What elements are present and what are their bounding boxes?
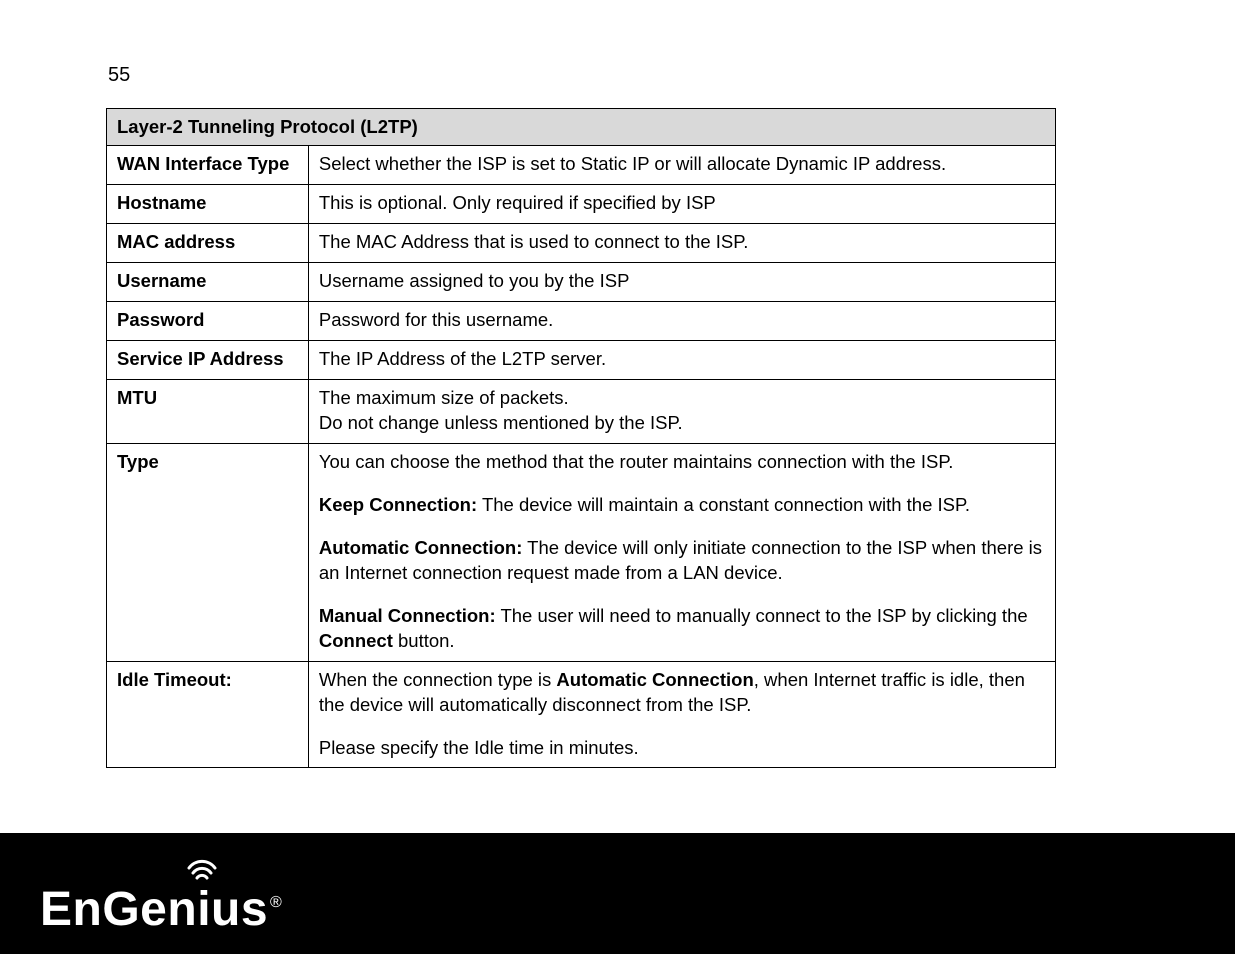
mtu-line2: Do not change unless mentioned by the IS… — [319, 412, 683, 433]
type-intro: You can choose the method that the route… — [319, 450, 1045, 475]
row-value-serviceip: The IP Address of the L2TP server. — [308, 340, 1055, 379]
row-value-hostname: This is optional. Only required if speci… — [308, 184, 1055, 223]
row-label-mtu: MTU — [107, 379, 309, 443]
auto-label: Automatic Connection: — [319, 537, 523, 558]
row-label-serviceip: Service IP Address — [107, 340, 309, 379]
idle-p2: Please specify the Idle time in minutes. — [319, 736, 1045, 761]
idle-p1: When the connection type is Automatic Co… — [319, 668, 1045, 718]
brand-logo: EnGenius ® — [40, 854, 282, 934]
table-header-row: Layer-2 Tunneling Protocol (L2TP) — [107, 109, 1056, 146]
type-manual: Manual Connection: The user will need to… — [319, 604, 1045, 654]
idle-p1-bold: Automatic Connection — [556, 669, 753, 690]
row-value-idle: When the connection type is Automatic Co… — [308, 661, 1055, 768]
row-value-wan: Select whether the ISP is set to Static … — [308, 146, 1055, 185]
type-keep: Keep Connection: The device will maintai… — [319, 493, 1045, 518]
manual-label: Manual Connection: — [319, 605, 496, 626]
table-row: Type You can choose the method that the … — [107, 443, 1056, 661]
table-row: Username Username assigned to you by the… — [107, 262, 1056, 301]
row-value-mtu: The maximum size of packets. Do not chan… — [308, 379, 1055, 443]
document-page: 55 Layer-2 Tunneling Protocol (L2TP) WAN… — [0, 0, 1235, 954]
table-title: Layer-2 Tunneling Protocol (L2TP) — [107, 109, 1056, 146]
row-label-mac: MAC address — [107, 223, 309, 262]
logo-text: EnGenius — [40, 886, 268, 934]
keep-text: The device will maintain a constant conn… — [477, 494, 970, 515]
manual-text-after: button. — [393, 630, 455, 651]
manual-connect-bold: Connect — [319, 630, 393, 651]
table-row: Hostname This is optional. Only required… — [107, 184, 1056, 223]
manual-text-before: The user will need to manually connect t… — [496, 605, 1028, 626]
table-row: MAC address The MAC Address that is used… — [107, 223, 1056, 262]
l2tp-table: Layer-2 Tunneling Protocol (L2TP) WAN In… — [106, 108, 1056, 768]
row-label-hostname: Hostname — [107, 184, 309, 223]
table-row: Idle Timeout: When the connection type i… — [107, 661, 1056, 768]
page-number: 55 — [108, 64, 130, 87]
keep-label: Keep Connection: — [319, 494, 477, 515]
table-row: MTU The maximum size of packets. Do not … — [107, 379, 1056, 443]
table-row: Password Password for this username. — [107, 301, 1056, 340]
type-auto: Automatic Connection: The device will on… — [319, 536, 1045, 586]
page-footer: EnGenius ® — [0, 833, 1235, 954]
idle-p1-before: When the connection type is — [319, 669, 557, 690]
table-row: Service IP Address The IP Address of the… — [107, 340, 1056, 379]
row-label-password: Password — [107, 301, 309, 340]
table-row: WAN Interface Type Select whether the IS… — [107, 146, 1056, 185]
row-label-type: Type — [107, 443, 309, 661]
row-value-mac: The MAC Address that is used to connect … — [308, 223, 1055, 262]
row-label-idle: Idle Timeout: — [107, 661, 309, 768]
row-value-password: Password for this username. — [308, 301, 1055, 340]
row-value-type: You can choose the method that the route… — [308, 443, 1055, 661]
row-label-wan: WAN Interface Type — [107, 146, 309, 185]
mtu-line1: The maximum size of packets. — [319, 387, 569, 408]
registered-mark: ® — [270, 894, 282, 912]
row-label-username: Username — [107, 262, 309, 301]
wifi-icon — [185, 852, 219, 880]
row-value-username: Username assigned to you by the ISP — [308, 262, 1055, 301]
